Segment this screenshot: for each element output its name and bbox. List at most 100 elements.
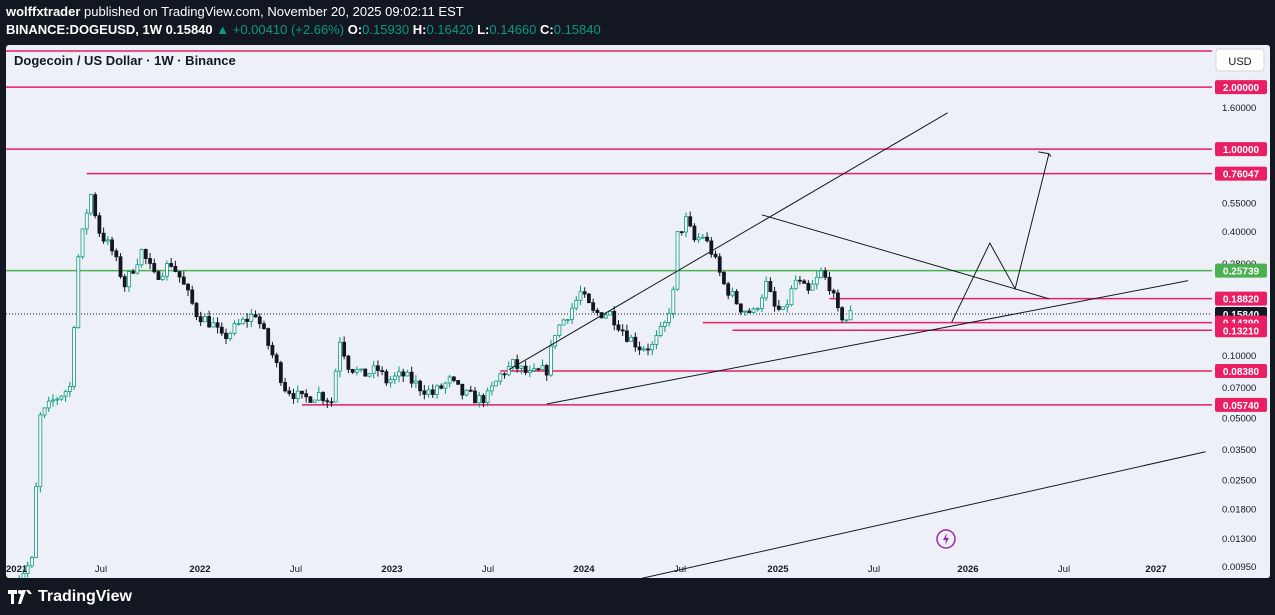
candle-body: [603, 314, 608, 319]
time-tick-label: 2026: [957, 564, 978, 575]
candle-body: [595, 309, 600, 313]
price-change: ▲ +0.00410 (+2.66%): [216, 22, 345, 37]
price-level-badge: [1215, 397, 1267, 412]
price-tick-label: 1.60000: [1222, 103, 1256, 114]
candle-body: [156, 271, 161, 280]
candle-body: [152, 263, 157, 273]
time-axis: 2021 Jul 2022 Jul 2023 Jul 2024 Jul 2025 Jul 2026 J…: [6, 564, 1167, 575]
candle-body: [781, 306, 785, 310]
candle-body: [380, 370, 385, 372]
candle-body: [688, 216, 693, 227]
candle-body: [291, 393, 296, 400]
candle-body: [536, 368, 541, 371]
event-flash-icon: [936, 529, 956, 549]
candle-body: [257, 316, 262, 325]
candle-body: [435, 385, 439, 395]
candle-body: [549, 345, 553, 376]
price-chart[interactable]: USD 2.00000 1.60000 1.00000 0.55000 0.40000 0.…: [6, 45, 1270, 578]
candle-body: [650, 344, 655, 351]
candle-body: [451, 376, 456, 381]
candle-body: [72, 327, 76, 387]
price-level-badge: [1215, 142, 1267, 157]
candle-body: [494, 380, 498, 387]
candle-body: [646, 348, 650, 351]
candle-body: [198, 316, 203, 323]
candle-body: [629, 336, 634, 342]
time-tick-label: Jul: [290, 564, 302, 575]
trendline-upper: [508, 112, 948, 371]
candle-body: [574, 299, 579, 309]
candle-body: [523, 365, 528, 373]
time-tick-label: 2024: [573, 564, 595, 575]
candle-body: [42, 407, 47, 416]
price-tick-label: 0.10000: [1222, 351, 1256, 362]
candle-body: [190, 289, 195, 304]
candle-body: [519, 365, 524, 369]
candle-body: [308, 396, 313, 403]
candle-body: [342, 341, 347, 357]
chart-panel[interactable]: USD 2.00000 1.60000 1.00000 0.55000 0.40000 0.…: [6, 45, 1270, 578]
price-tick-label: 0.03500: [1222, 445, 1256, 456]
time-tick-label: Jul: [95, 564, 107, 575]
candle-body: [785, 304, 790, 308]
price-level-label: 2.00000: [1223, 83, 1260, 94]
candle-body: [38, 414, 43, 488]
candle-body: [181, 276, 186, 285]
candle-body: [802, 280, 807, 284]
candle-body: [304, 393, 309, 398]
candle-body: [405, 371, 410, 377]
candles: [18, 192, 853, 578]
candle-body: [384, 371, 389, 384]
price-tick-label: 0.01300: [1222, 534, 1256, 545]
candle-body: [93, 194, 98, 217]
candle-body: [266, 328, 271, 346]
candle-body: [388, 379, 393, 384]
candle-body: [489, 385, 494, 392]
candle-body: [392, 375, 397, 380]
candle-body: [89, 194, 93, 214]
candle-body: [620, 329, 625, 332]
price-level-badge: [1215, 166, 1267, 181]
candle-body: [557, 324, 562, 336]
candle-body: [59, 395, 64, 400]
candle-body: [245, 318, 250, 322]
price-level-badge: [1215, 323, 1267, 338]
candle-body: [316, 392, 321, 401]
candle-body: [363, 368, 368, 377]
price-tick-label: 0.02500: [1222, 475, 1256, 486]
candle-body: [253, 314, 258, 318]
price-tick-label: 0.55000: [1222, 199, 1256, 210]
candle-body: [844, 319, 849, 322]
candle-body: [439, 385, 444, 389]
candle-body: [359, 368, 363, 371]
candle-body: [776, 305, 781, 310]
candle-body: [460, 383, 465, 396]
candle-body: [329, 401, 334, 404]
candle-body: [274, 354, 279, 364]
candle-body: [502, 373, 507, 376]
candle-body: [228, 332, 233, 340]
candle-body: [511, 359, 515, 367]
time-tick-label: Jul: [482, 564, 494, 575]
candle-body: [51, 399, 55, 402]
price-level-label: 0.05740: [1223, 401, 1260, 412]
candle-body: [430, 389, 435, 395]
candle-body: [413, 380, 418, 384]
time-tick-label: Jul: [674, 564, 686, 575]
author-name: wolffxtrader: [6, 4, 81, 19]
candle-body: [139, 249, 144, 266]
open-label: O:: [347, 22, 363, 37]
candle-body: [481, 395, 486, 404]
price-level-badge: [1215, 80, 1267, 95]
projection-path: [951, 153, 1050, 323]
candle-body: [236, 323, 241, 325]
brand-name: TradingView: [38, 588, 132, 605]
candle-body: [80, 228, 85, 258]
candle-body: [738, 303, 743, 313]
price-level-label: 0.18820: [1223, 295, 1260, 306]
candle-body: [34, 486, 39, 558]
candle-body: [700, 236, 705, 239]
low-value: 0.14660: [489, 22, 537, 37]
candle-body: [565, 319, 570, 321]
candle-body: [409, 371, 414, 384]
